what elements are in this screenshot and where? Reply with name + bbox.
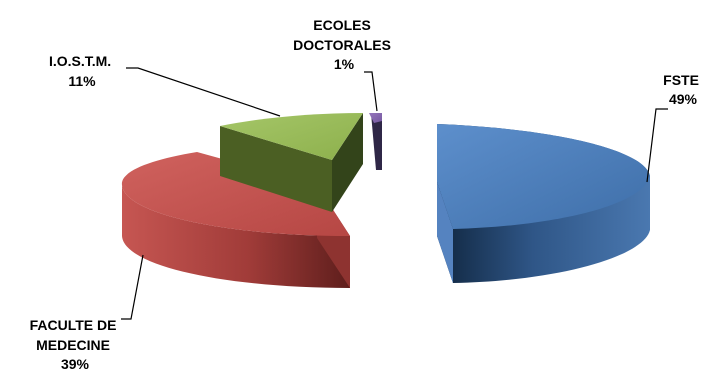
slice-ecoles-side [371, 113, 382, 170]
slice-fste-top [437, 124, 650, 229]
slice-medecine-side [122, 185, 350, 288]
label-iostm-name: I.O.S.T.M. [49, 53, 111, 69]
leader-line-ecoles [364, 71, 378, 112]
slice-fste-cut-face [437, 182, 453, 283]
label-ecoles-doctorales: ECOLES DOCTORALES 1% [293, 17, 395, 72]
label-fste-percent: 49% [669, 91, 698, 107]
slice-ecoles-top [369, 113, 382, 123]
slice-fste [437, 124, 650, 283]
slice-iostm-left-face [220, 126, 332, 212]
label-ecoles-line1: ECOLES [313, 17, 371, 33]
slice-medecine-top [121, 152, 351, 236]
label-fste-name: FSTE [663, 72, 699, 88]
slice-iostm-top [220, 113, 363, 160]
label-ecoles-line2: DOCTORALES [293, 37, 391, 53]
slice-iostm-right-face [332, 113, 363, 212]
label-ecoles-percent: 1% [334, 56, 355, 72]
label-fste: FSTE 49% [663, 72, 703, 107]
label-medecine-line2: MEDECINE [36, 337, 110, 353]
leader-line-fste [646, 108, 668, 183]
leader-line-medecine [121, 254, 144, 320]
slice-ecoles-doctorales [369, 113, 382, 170]
slice-iostm [220, 113, 363, 212]
label-iostm: I.O.S.T.M. 11% [49, 53, 115, 89]
label-medecine: FACULTE DE MEDECINE 39% [30, 317, 121, 372]
label-medecine-line1: FACULTE DE [30, 317, 117, 333]
label-medecine-percent: 39% [61, 356, 90, 372]
leader-line-iostm [126, 67, 281, 117]
label-iostm-percent: 11% [68, 73, 96, 89]
slice-medecine [121, 152, 351, 288]
